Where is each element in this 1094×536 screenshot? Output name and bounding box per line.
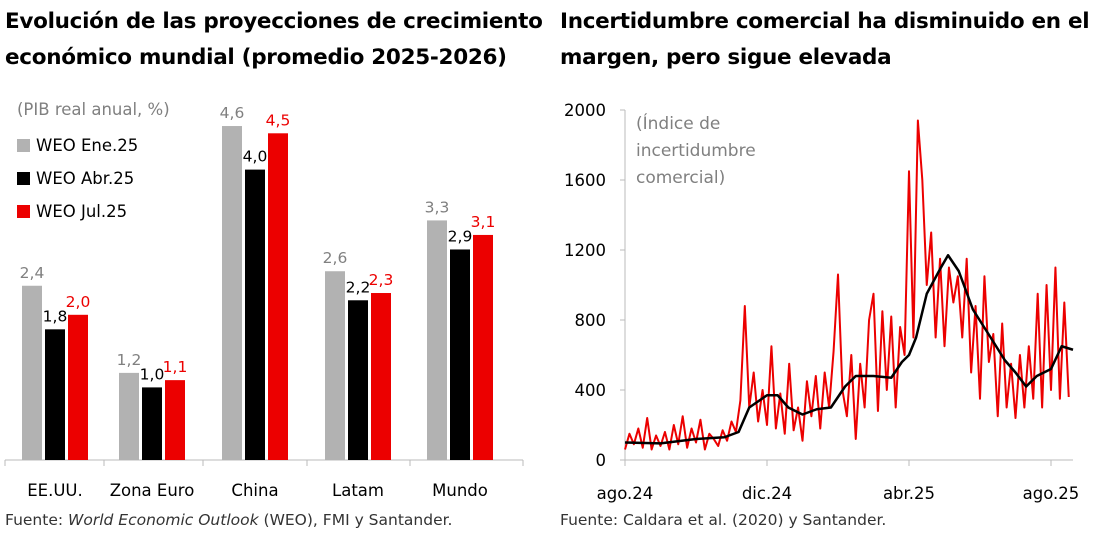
x-tick-label: ago.24 [597, 484, 654, 503]
source-prefix: Fuente: [5, 511, 69, 529]
chart-annotation: (PIB real anual, %) [17, 100, 170, 119]
data-label: 3,3 [425, 198, 450, 216]
data-label: 2,6 [323, 249, 348, 267]
bar-weo-ene-25 [22, 285, 42, 460]
right-chart-title: Incertidumbre comercial ha disminuido en… [560, 4, 1090, 76]
legend-swatch [17, 139, 30, 152]
data-label: 3,1 [471, 213, 496, 231]
bar-weo-ene-25 [119, 372, 139, 460]
bar-weo-jul-25 [473, 234, 493, 460]
data-label: 2,0 [66, 293, 91, 311]
bar-weo-jul-25 [165, 380, 185, 460]
bar-weo-jul-25 [68, 314, 88, 460]
y-tick-label: 800 [575, 311, 607, 330]
bar-weo-jul-25 [268, 133, 288, 461]
bar-weo-ene-25 [325, 271, 345, 460]
data-label: 2,4 [20, 264, 45, 282]
data-label: 1,1 [163, 358, 188, 376]
data-label: 1,2 [117, 351, 142, 369]
right-source: Fuente: Caldara et al. (2020) y Santande… [560, 511, 887, 529]
bar-weo-jul-25 [371, 293, 391, 460]
legend-label: WEO Ene.25 [36, 136, 138, 155]
category-label: EE.UU. [27, 481, 83, 500]
y-tick-label: 1600 [564, 171, 606, 190]
legend-swatch [17, 172, 30, 185]
data-label: 2,2 [346, 278, 371, 296]
right-title-line: margen, pero sigue elevada [560, 45, 892, 70]
right-title-line: Incertidumbre comercial ha disminuido en… [560, 9, 1090, 34]
bar-weo-abr-25 [245, 169, 265, 460]
bar-weo-abr-25 [450, 249, 470, 460]
y-tick-label: 1200 [564, 241, 606, 260]
series-line-moving-average [624, 254, 1074, 445]
category-label: Latam [332, 481, 384, 500]
y-tick-label: 2000 [564, 101, 606, 120]
x-tick-label: dic.24 [742, 484, 792, 503]
y-tick-label: 0 [596, 451, 607, 470]
data-label: 4,5 [266, 111, 291, 129]
category-label: Mundo [432, 481, 488, 500]
left-title-line: económico mundial (promedio 2025-2026) [5, 45, 507, 70]
bar-weo-abr-25 [348, 300, 368, 460]
category-label: China [231, 481, 278, 500]
legend-label: WEO Jul.25 [36, 202, 127, 221]
y-tick-label: 400 [575, 381, 607, 400]
data-label: 1,0 [140, 365, 165, 383]
left-source: Fuente: World Economic Outlook (WEO), FM… [5, 511, 453, 529]
bar-weo-abr-25 [142, 387, 162, 460]
x-tick-label: ago.25 [1023, 484, 1080, 503]
data-label: 4,6 [220, 104, 245, 122]
source-italic: World Economic Outlook [68, 511, 259, 529]
left-chart-title: Evolución de las proyecciones de crecimi… [5, 4, 543, 76]
legend-label: WEO Abr.25 [36, 169, 134, 188]
category-label: Zona Euro [110, 481, 195, 500]
legend-swatch [17, 205, 30, 218]
data-label: 2,9 [448, 227, 473, 245]
data-label: 2,3 [369, 271, 394, 289]
left-title-line: Evolución de las proyecciones de crecimi… [5, 9, 543, 34]
data-label: 4,0 [243, 148, 268, 166]
source-suffix: (WEO), FMI y Santander. [258, 511, 453, 529]
bar-weo-abr-25 [45, 329, 65, 460]
x-tick-label: abr.25 [883, 484, 935, 503]
chart-annotation: incertidumbre [636, 141, 756, 161]
data-label: 1,8 [43, 307, 68, 325]
series-line-daily-index [624, 119, 1070, 451]
bar-weo-ene-25 [427, 220, 447, 460]
chart-annotation: (Índice de [636, 112, 720, 134]
bar-weo-ene-25 [222, 126, 242, 460]
chart-annotation: comercial) [636, 168, 725, 188]
